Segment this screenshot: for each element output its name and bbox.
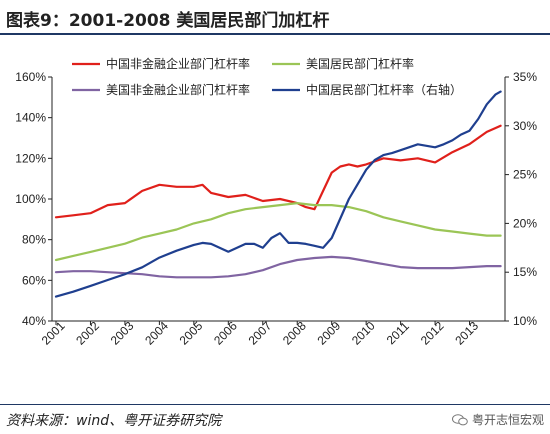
page-title: 图表9：2001-2008 美国居民部门加杠杆 [6,11,330,31]
series-line-1 [54,202,502,262]
watermark: 粤开志恒宏观 [451,411,544,428]
x-tick-label: 2005 [177,319,206,348]
x-tick-label: 2012 [418,319,447,348]
source-note: 资料来源：wind、粤开证券研究院 [6,413,222,429]
x-tick-label: 2006 [211,319,240,348]
series-line-0 [54,124,502,219]
right-y-tick-label: 20% [513,216,537,230]
footer-divider [0,404,550,405]
right-y-tick-label: 15% [513,265,537,279]
x-tick-label: 2009 [314,319,343,348]
legend-label-1: 美国居民部门杠杆率 [306,56,414,71]
legend-label-3: 中国居民部门杠杆率（右轴） [306,82,462,97]
left-y-tick-label: 160% [15,70,46,84]
legend-label-2: 美国非金融企业部门杠杆率 [106,82,250,97]
right-y-tick-label: 10% [513,314,537,328]
x-tick-label: 2010 [349,319,378,348]
left-y-tick-label: 80% [22,233,46,247]
right-y-tick-label: 35% [513,70,537,84]
x-tick-label: 2013 [452,319,481,348]
wechat-icon [451,413,468,425]
legend-label-0: 中国非金融企业部门杠杆率 [106,56,250,71]
x-tick-label: 2008 [280,319,309,348]
x-tick-label: 2004 [142,319,171,348]
x-tick-label: 2003 [108,319,137,348]
watermark-text: 粤开志恒宏观 [471,413,544,427]
x-tick-label: 2002 [73,319,102,348]
x-tick-label: 2007 [246,319,275,348]
left-y-tick-label: 60% [22,273,46,287]
series-line-2 [54,255,502,279]
left-y-tick-label: 100% [15,192,46,206]
right-y-tick-label: 25% [513,168,537,182]
left-y-tick-label: 140% [15,111,46,125]
series-line-3 [54,90,502,298]
x-tick-label: 2011 [384,319,412,347]
left-y-tick-label: 120% [15,151,46,165]
chart-series [54,90,502,298]
left-y-tick-label: 40% [22,314,46,328]
chart-axes: 40% 60% 80% 100% 120% 140% 160% 10% 15% 20% 25% 30%… [15,70,537,348]
right-y-tick-label: 30% [513,119,537,133]
title-divider [0,33,550,35]
